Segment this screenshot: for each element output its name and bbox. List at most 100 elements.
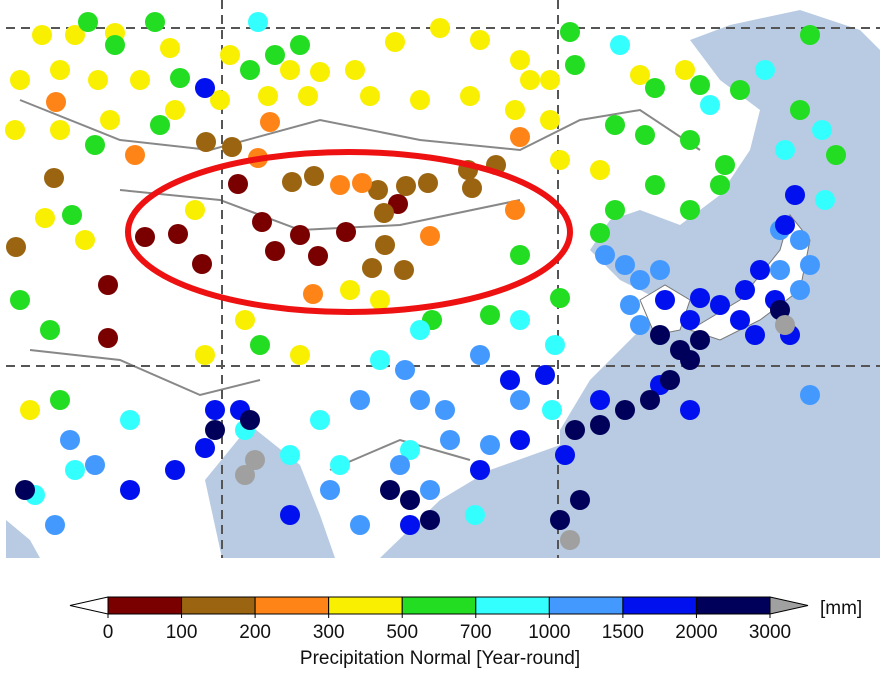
station-dot: [330, 455, 350, 475]
station-dot: [565, 55, 585, 75]
station-dot: [800, 385, 820, 405]
colorbar-bin: [401, 596, 477, 615]
station-dot: [50, 60, 70, 80]
station-dot: [170, 68, 190, 88]
station-dot: [790, 280, 810, 300]
station-dot: [235, 310, 255, 330]
station-dot: [710, 175, 730, 195]
station-dot: [120, 410, 140, 430]
station-dot: [560, 530, 580, 550]
station-dot: [775, 315, 795, 335]
colorbar-tick-label: 200: [239, 622, 271, 643]
stations: [5, 12, 846, 550]
station-dot: [650, 260, 670, 280]
station-dot: [304, 166, 324, 186]
station-dot: [340, 280, 360, 300]
colorbar-under: [69, 596, 109, 615]
station-dot: [410, 390, 430, 410]
station-dot: [590, 415, 610, 435]
station-dot: [435, 400, 455, 420]
station-dot: [680, 350, 700, 370]
station-dot: [460, 86, 480, 106]
station-dot: [655, 290, 675, 310]
colorbar-tick-label: 700: [460, 622, 492, 643]
station-dot: [690, 288, 710, 308]
station-dot: [165, 460, 185, 480]
station-dot: [235, 465, 255, 485]
colorbar-bin: [254, 596, 330, 615]
station-dot: [700, 95, 720, 115]
station-dot: [303, 284, 323, 304]
station-dot: [195, 438, 215, 458]
station-dot: [290, 345, 310, 365]
station-dot: [750, 260, 770, 280]
station-dot: [510, 390, 530, 410]
colorbar-bin: [181, 596, 256, 615]
station-dot: [615, 400, 635, 420]
station-dot: [210, 90, 230, 110]
colorbar-label: Precipitation Normal [Year-round]: [300, 648, 580, 669]
station-dot: [430, 18, 450, 38]
station-dot: [635, 125, 655, 145]
station-dot: [690, 75, 710, 95]
colorbar-bin: [475, 596, 550, 615]
station-dot: [565, 420, 585, 440]
station-dot: [418, 173, 438, 193]
station-dot: [396, 176, 416, 196]
colorbar-tick-label: 0: [103, 622, 114, 643]
station-dot: [6, 237, 26, 257]
station-dot: [368, 180, 388, 200]
station-dot: [145, 12, 165, 32]
station-dot: [620, 295, 640, 315]
station-dot: [715, 155, 735, 175]
station-dot: [470, 345, 490, 365]
station-dot: [510, 245, 530, 265]
station-dot: [480, 435, 500, 455]
station-dot: [790, 100, 810, 120]
station-dot: [645, 175, 665, 195]
station-dot: [168, 224, 188, 244]
station-dot: [470, 30, 490, 50]
station-dot: [20, 400, 40, 420]
station-dot: [374, 203, 394, 223]
station-dot: [265, 241, 285, 261]
station-dot: [320, 480, 340, 500]
station-dot: [78, 12, 98, 32]
station-dot: [550, 288, 570, 308]
station-dot: [75, 230, 95, 250]
station-dot: [790, 230, 810, 250]
station-dot: [88, 70, 108, 90]
station-dot: [400, 490, 420, 510]
station-dot: [812, 120, 832, 140]
station-dot: [395, 360, 415, 380]
station-dot: [510, 50, 530, 70]
station-dot: [130, 70, 150, 90]
station-dot: [120, 480, 140, 500]
station-dot: [245, 450, 265, 470]
station-dot: [350, 390, 370, 410]
station-dot: [410, 90, 430, 110]
station-dot: [660, 370, 680, 390]
station-dot: [280, 505, 300, 525]
station-dot: [362, 258, 382, 278]
colorbar-tick-label: 300: [313, 622, 345, 643]
station-dot: [735, 280, 755, 300]
station-dot: [252, 212, 272, 232]
station-dot: [220, 45, 240, 65]
station-dot: [250, 335, 270, 355]
station-dot: [815, 190, 835, 210]
station-dot: [98, 328, 118, 348]
station-dot: [352, 173, 372, 193]
station-dot: [50, 390, 70, 410]
station-dot: [420, 480, 440, 500]
station-dot: [195, 345, 215, 365]
colorbar: 0 100 200 300 500 700 1000 1500 2000 3000: [69, 596, 809, 643]
station-dot: [45, 515, 65, 535]
station-dot: [400, 440, 420, 460]
station-dot: [540, 110, 560, 130]
station-dot: [785, 185, 805, 205]
station-dot: [282, 172, 302, 192]
station-dot: [360, 86, 380, 106]
station-dot: [510, 430, 530, 450]
station-dot: [375, 235, 395, 255]
